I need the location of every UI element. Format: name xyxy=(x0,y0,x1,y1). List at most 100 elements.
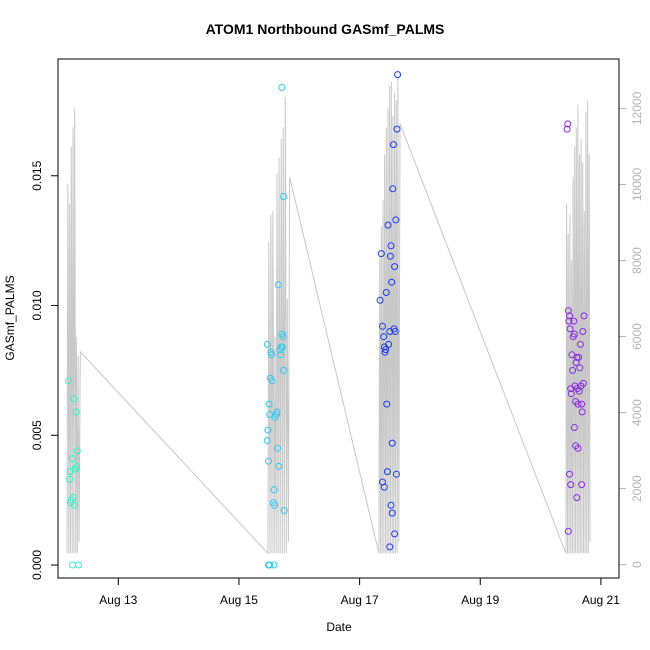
data-point xyxy=(382,289,390,296)
x-tick-label: Aug 13 xyxy=(99,593,137,607)
data-point xyxy=(567,481,575,489)
data-point xyxy=(576,364,584,372)
data-point xyxy=(391,328,399,335)
data-point xyxy=(270,486,278,494)
data-point xyxy=(75,561,82,569)
data-point xyxy=(574,444,582,452)
data-point xyxy=(570,317,578,325)
y2-tick-label: 6000 xyxy=(630,323,644,350)
chart-title: ATOM1 Northbound GASmf_PALMS xyxy=(206,21,445,37)
data-point xyxy=(379,322,386,330)
data-point xyxy=(66,475,73,483)
y2-tick-label: 4000 xyxy=(630,399,644,426)
data-point xyxy=(274,444,282,452)
data-point xyxy=(387,501,395,509)
data-point xyxy=(271,501,279,509)
data-point xyxy=(564,120,572,128)
data-point xyxy=(268,351,275,359)
data-point xyxy=(565,317,573,325)
data-point xyxy=(265,400,273,408)
data-point xyxy=(570,330,578,338)
data-point xyxy=(578,408,586,416)
data-point xyxy=(386,543,394,551)
data-point xyxy=(566,470,573,478)
data-point xyxy=(280,507,288,514)
data-point xyxy=(275,462,283,470)
data-point xyxy=(392,216,400,224)
data-point xyxy=(70,501,78,509)
data-point xyxy=(266,411,274,418)
x-tick-label: Aug 21 xyxy=(582,593,620,607)
y2-tick-label: 0 xyxy=(630,561,644,568)
y2-tick-label: 10000 xyxy=(630,167,644,201)
data-point xyxy=(278,343,286,351)
y2-tick-label: 12000 xyxy=(630,91,644,125)
data-point xyxy=(566,312,573,320)
data-point xyxy=(576,340,584,348)
data-point xyxy=(388,278,396,286)
y-tick-label: 0.010 xyxy=(30,290,44,320)
data-point xyxy=(277,351,285,359)
data-point xyxy=(380,483,388,491)
data-point xyxy=(385,340,393,348)
data-point xyxy=(279,333,287,341)
x-tick-label: Aug 15 xyxy=(220,593,258,607)
data-point xyxy=(388,439,396,447)
data-point xyxy=(382,346,390,354)
data-point xyxy=(278,84,286,91)
data-point xyxy=(393,125,401,133)
data-point xyxy=(570,424,578,431)
data-point xyxy=(264,426,272,434)
y-axis-right: 0 2000 4000 6000 8000 10000 12000 xyxy=(619,91,644,568)
data-point xyxy=(268,377,276,385)
data-point xyxy=(578,400,586,408)
data-point xyxy=(270,561,278,569)
data-point xyxy=(579,379,587,387)
data-point xyxy=(70,395,78,403)
data-point xyxy=(267,348,275,356)
data-point xyxy=(380,333,388,341)
data-point xyxy=(391,263,399,271)
x-tick-label: Aug 19 xyxy=(461,593,499,607)
data-point xyxy=(564,307,572,315)
y-tick-label: 0.000 xyxy=(30,550,44,580)
x-tick-label: Aug 17 xyxy=(341,593,379,607)
data-point xyxy=(575,353,583,361)
data-point xyxy=(377,250,385,258)
y-tick-label: 0.005 xyxy=(30,420,44,450)
data-point xyxy=(265,457,272,465)
data-point xyxy=(266,561,274,569)
data-point xyxy=(383,468,391,476)
data-point xyxy=(69,455,76,463)
data-point xyxy=(272,411,280,418)
data-point xyxy=(569,366,577,374)
data-point xyxy=(387,242,395,250)
data-point xyxy=(73,447,81,455)
data-point xyxy=(389,185,397,193)
data-point xyxy=(566,325,574,333)
data-point xyxy=(280,366,288,374)
data-point xyxy=(273,408,281,416)
y2-tick-label: 2000 xyxy=(630,475,644,502)
data-point xyxy=(579,328,587,335)
data-point xyxy=(69,494,77,502)
data-point xyxy=(563,125,571,133)
data-point xyxy=(578,481,586,489)
data-point xyxy=(391,530,399,538)
plot-frame xyxy=(57,58,620,579)
y-tick-label: 0.015 xyxy=(30,160,44,190)
data-point xyxy=(394,71,402,79)
data-point xyxy=(280,193,288,200)
data-point xyxy=(574,400,582,408)
data-point xyxy=(389,141,397,149)
data-point xyxy=(274,281,282,289)
data-point xyxy=(383,400,391,408)
data-point xyxy=(263,437,271,444)
data-point xyxy=(263,340,271,348)
data-point xyxy=(567,390,575,398)
data-point xyxy=(564,527,572,535)
data-point xyxy=(392,470,400,478)
data-point xyxy=(386,252,394,260)
data-points xyxy=(64,71,588,569)
